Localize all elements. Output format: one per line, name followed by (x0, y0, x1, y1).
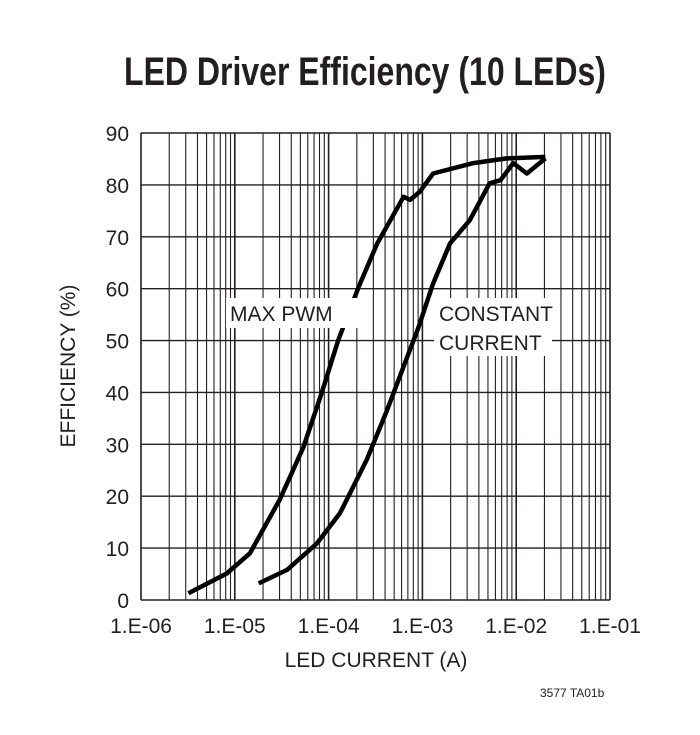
y-tick-label: 80 (106, 175, 129, 198)
label-bg-constant-current (434, 298, 552, 356)
chart-title: LED Driver Efficiency (10 LEDs) (124, 50, 606, 94)
y-tick-label: 60 (106, 279, 129, 302)
y-tick-label: 20 (106, 486, 129, 509)
label-max-pwm: MAX PWM (230, 303, 333, 326)
figure-id: 3577 TA01b (540, 686, 605, 700)
x-tick-label: 1.E-01 (579, 615, 641, 638)
y-tick-label: 0 (117, 590, 129, 613)
x-tick-label: 1.E-06 (110, 615, 172, 638)
series-line-constant-current (257, 156, 547, 586)
y-tick-label: 40 (106, 382, 129, 405)
y-axis-label: EFFICIENCY (%) (57, 285, 80, 448)
y-tick-label: 10 (106, 538, 129, 561)
tick-labels: 1.E-06 1.E-05 1.E-04 1.E-03 1.E-02 1.E-01 0 10 2… (106, 123, 641, 638)
x-axis-label: LED CURRENT (A) (285, 649, 468, 672)
series-labels: MAX PWM CONSTANT CURRENT (226, 298, 553, 356)
x-tick-label: 1.E-03 (391, 615, 453, 638)
y-tick-label: 30 (106, 434, 129, 457)
series-group (187, 154, 547, 596)
label-bg-max-pwm (226, 298, 362, 328)
label-current: CURRENT (439, 332, 542, 355)
y-tick-label: 70 (106, 227, 129, 250)
x-tick-label: 1.E-02 (485, 615, 547, 638)
x-tick-label: 1.E-04 (298, 615, 360, 638)
y-tick-label: 90 (106, 123, 129, 146)
x-tick-label: 1.E-05 (204, 615, 266, 638)
y-tick-label: 50 (106, 331, 129, 354)
grid (140, 132, 611, 601)
series-line-max-pwm (187, 154, 546, 596)
label-constant: CONSTANT (439, 303, 553, 326)
